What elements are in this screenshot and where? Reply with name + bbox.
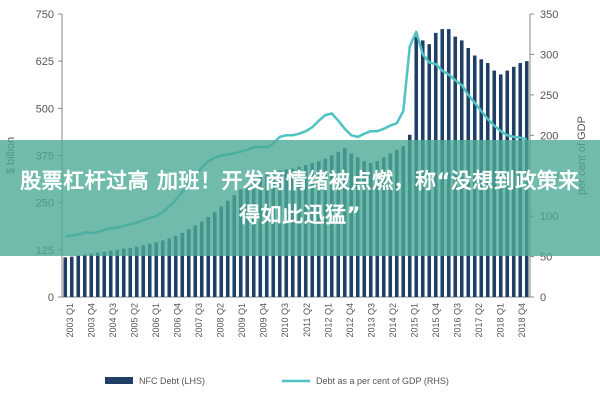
bar	[134, 246, 139, 297]
x-tick-label: 2013 Q3	[366, 303, 376, 338]
x-tick-label: 2007 Q3	[194, 303, 204, 338]
x-tick-label: 2015 Q4	[431, 303, 441, 338]
x-tick-label: 2016 Q3	[452, 303, 462, 338]
x-tick-label: 2018 Q1	[495, 303, 505, 338]
bar	[141, 245, 146, 297]
bar	[69, 256, 74, 297]
x-tick-label: 2003 Q4	[87, 303, 97, 338]
x-tick-label: 2004 Q3	[108, 303, 118, 338]
bar	[160, 240, 165, 297]
bar	[206, 217, 211, 297]
left-tick-label: 500	[36, 103, 54, 115]
bar	[121, 248, 126, 297]
bar	[167, 238, 172, 297]
x-tick-label: 2008 Q2	[216, 303, 226, 338]
bar	[147, 243, 152, 297]
legend-swatch-bars	[105, 377, 133, 384]
x-tick-label: 2018 Q4	[517, 303, 527, 338]
x-tick-label: 2017 Q2	[474, 303, 484, 338]
bar	[154, 242, 159, 297]
x-tick-label: 2014 Q2	[388, 303, 398, 338]
right-tick-label: 300	[540, 49, 558, 61]
x-tick-label: 2015 Q1	[409, 303, 419, 338]
headline-banner: 股票杠杆过高 加班！开发商情绪被点燃，称“没想到政策来得如此迅猛”	[0, 140, 600, 256]
headline-text: 股票杠杆过高 加班！开发商情绪被点燃，称“没想到政策来得如此迅猛”	[20, 169, 580, 227]
x-tick-label: 2012 Q4	[345, 303, 355, 338]
bar	[128, 247, 133, 297]
bar	[63, 257, 68, 297]
bar	[199, 221, 204, 297]
bar	[180, 232, 185, 297]
bar	[95, 252, 100, 297]
x-tick-label: 2009 Q4	[259, 303, 269, 338]
x-tick-label: 2006 Q4	[173, 303, 183, 338]
bar	[193, 225, 198, 297]
bar	[102, 251, 107, 297]
x-tick-label: 2005 Q2	[130, 303, 140, 338]
right-tick-label: 350	[540, 9, 558, 21]
legend-label-line: Debt as a per cent of GDP (RHS)	[316, 376, 449, 386]
bar	[115, 249, 120, 297]
x-tick-label: 2003 Q1	[65, 303, 75, 338]
bar	[89, 253, 94, 297]
left-tick-label: 625	[36, 56, 54, 68]
right-tick-label: 250	[540, 90, 558, 102]
right-tick-label: 200	[540, 130, 558, 142]
left-tick-label: 750	[36, 9, 54, 21]
x-tick-label: 2009 Q1	[237, 303, 247, 338]
x-tick-label: 2011 Q2	[302, 303, 312, 337]
bar	[108, 250, 113, 297]
bar	[173, 235, 178, 297]
x-tick-label: 2010 Q3	[280, 303, 290, 338]
bar	[186, 229, 191, 297]
legend-label-bars: NFC Debt (LHS)	[139, 376, 205, 386]
left-tick-label: 0	[48, 292, 54, 304]
x-tick-label: 2006 Q1	[151, 303, 161, 338]
right-tick-label: 0	[540, 292, 546, 304]
bar	[82, 254, 87, 297]
x-tick-label: 2012 Q1	[323, 303, 333, 338]
bar	[76, 255, 81, 297]
